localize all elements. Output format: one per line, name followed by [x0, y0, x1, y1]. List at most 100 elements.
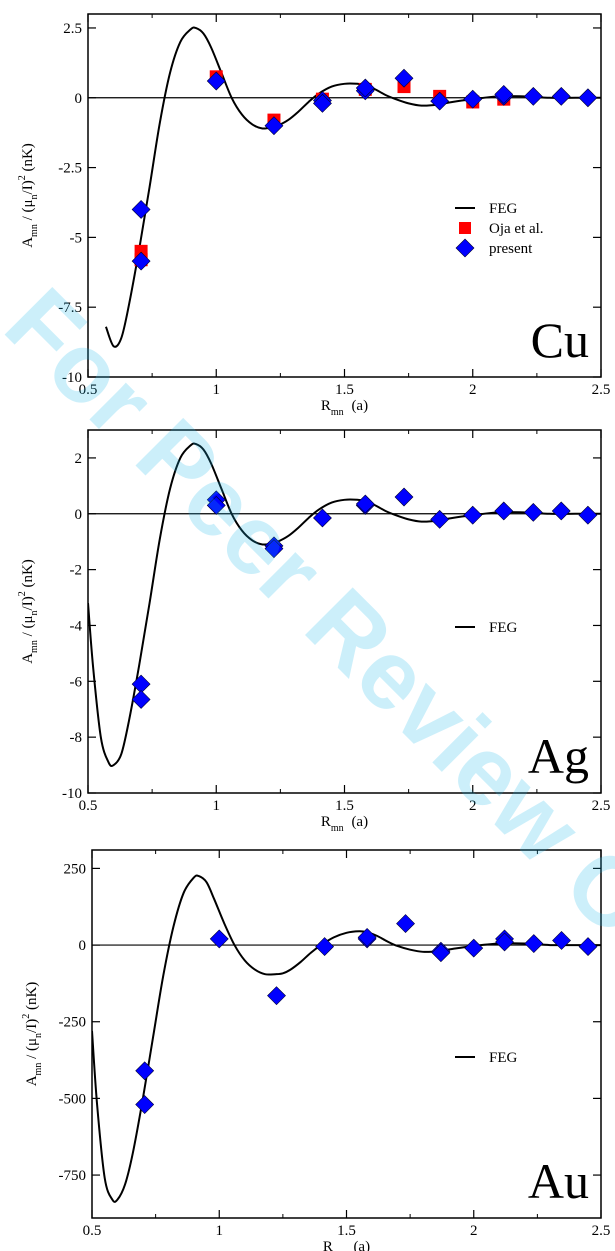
y-axis-label-i: /I) [20, 180, 36, 194]
legend-label: FEG [489, 1050, 518, 1066]
present-point [463, 89, 483, 109]
y-axis-label-unit: (nK) [24, 982, 40, 1014]
x-axis-ticks: 0.5 1 1.5 2 2.5 [79, 14, 611, 398]
plot-frame [87, 429, 602, 794]
x-axis-label-unit: (a) [350, 1239, 370, 1251]
present-point [313, 508, 332, 528]
panel-label: Au [528, 1153, 589, 1209]
present-point [523, 502, 543, 522]
x-axis-label-main: R [321, 814, 331, 830]
present-point [206, 71, 226, 91]
y-axis-label-unit: (nK) [20, 143, 36, 175]
present-point [551, 501, 571, 521]
series-present [131, 68, 598, 271]
present-point [394, 68, 414, 88]
x-tick-label: 1 [216, 1223, 224, 1239]
legend: FEG [455, 1050, 518, 1066]
x-axis-label-main: R [323, 1239, 333, 1251]
y-axis-label-mu: / (μ [24, 1038, 40, 1063]
x-tick-label: 1.5 [337, 1223, 356, 1239]
y-axis-label-i: /I) [24, 1019, 40, 1033]
y-tick-label: -4 [70, 618, 83, 634]
present-point [355, 494, 375, 514]
y-axis-label: Amn / (μn/I)2 (nK) [17, 559, 40, 664]
y-axis-label-a: A [24, 1075, 40, 1086]
present-point [264, 539, 284, 559]
series-present [131, 487, 598, 709]
present-point [524, 934, 544, 953]
feg-curve [105, 26, 601, 348]
y-axis-label-superscript: 2 [17, 591, 28, 596]
legend-label: FEG [489, 620, 518, 636]
present-point [396, 914, 415, 934]
present-point [523, 86, 543, 106]
legend-marker-present [455, 238, 475, 258]
present-point [464, 938, 484, 958]
chart-panel-ag: 0.5 1 1.5 2 2.5 -10 -8 -6 -4 -2 0 2 Rmn (a) Amn / (μn… [17, 429, 611, 834]
x-axis-label-unit: (a) [348, 814, 368, 830]
y-tick-label: -2 [70, 563, 83, 579]
x-tick-label: 2 [469, 382, 477, 398]
legend-label: FEG [489, 201, 518, 217]
x-axis-label-subscript: mn [331, 823, 344, 834]
present-point [131, 690, 151, 709]
x-tick-label: 2 [469, 798, 477, 814]
y-axis-label-superscript: 2 [17, 175, 28, 180]
y-axis-label-a-subscript: mn [33, 1063, 44, 1076]
x-tick-label: 2.5 [592, 382, 611, 398]
present-point [355, 78, 375, 98]
present-point [135, 1061, 155, 1081]
y-axis-ticks: -750 -500 -250 0 250 [59, 861, 601, 1184]
y-tick-label: 2 [75, 451, 83, 467]
x-axis-ticks: 0.5 1 1.5 2 2.5 [79, 430, 611, 814]
y-axis-label-mu: / (μ [20, 199, 36, 224]
plot-frame [87, 13, 602, 378]
y-tick-label: -7.5 [58, 300, 82, 316]
chart-panels: 0.5 1 1.5 2 2.5 -10 -7.5 -5 -2.5 0 2.5 Rmn (a) Amn /… [17, 13, 611, 1251]
y-axis-label: Amn / (μn/I)2 (nK) [17, 143, 40, 248]
present-point [578, 88, 598, 108]
y-axis-label: Amn / (μn/I)2 (nK) [21, 982, 44, 1087]
present-point [578, 505, 598, 525]
x-tick-label: 2.5 [592, 798, 611, 814]
x-tick-label: 2.5 [592, 1223, 611, 1239]
y-tick-label: -10 [62, 786, 82, 802]
x-tick-label: 0.5 [79, 798, 98, 814]
feg-curve [92, 874, 601, 1203]
legend: FEG Oja et al. present [455, 201, 544, 258]
x-axis-label-main: R [321, 398, 331, 414]
y-axis-ticks: -10 -7.5 -5 -2.5 0 2.5 [58, 21, 601, 386]
panel-label: Cu [531, 312, 589, 368]
legend-marker-oja [459, 222, 471, 234]
series-present [135, 914, 598, 1114]
present-point [206, 495, 226, 515]
present-point [578, 937, 598, 957]
present-point [463, 505, 483, 525]
present-point [313, 93, 332, 113]
y-tick-label: -5 [70, 230, 83, 246]
y-tick-label: 2.5 [63, 21, 82, 37]
panel-label: Ag [528, 728, 589, 784]
y-tick-label: 250 [64, 861, 87, 877]
present-point [430, 509, 450, 529]
x-tick-label: 1.5 [335, 798, 354, 814]
y-tick-label: -10 [62, 370, 82, 386]
legend: FEG [455, 620, 518, 636]
x-axis-label-subscript: mn [331, 407, 344, 418]
y-axis-label-a-subscript: mn [29, 640, 40, 653]
y-axis-ticks: -10 -8 -6 -4 -2 0 2 [62, 451, 601, 802]
y-axis-label-a-subscript: mn [29, 224, 40, 237]
present-point [494, 501, 514, 521]
x-axis-label: Rmn (a) [321, 398, 368, 418]
present-point [552, 931, 571, 950]
y-axis-label-mu: / (μ [20, 615, 36, 640]
y-tick-label: 0 [75, 507, 83, 523]
legend-label: Oja et al. [489, 221, 544, 237]
x-axis-label-subscript: mn [333, 1248, 346, 1251]
y-axis-label-a: A [20, 653, 36, 664]
chart-panel-au: 0.5 1 1.5 2 2.5 -750 -500 -250 0 250 Rmn (a) Amn / … [21, 849, 611, 1251]
y-tick-label: -2.5 [58, 161, 82, 177]
y-axis-label-n-subscript: n [33, 1033, 44, 1038]
x-tick-label: 1.5 [335, 382, 354, 398]
